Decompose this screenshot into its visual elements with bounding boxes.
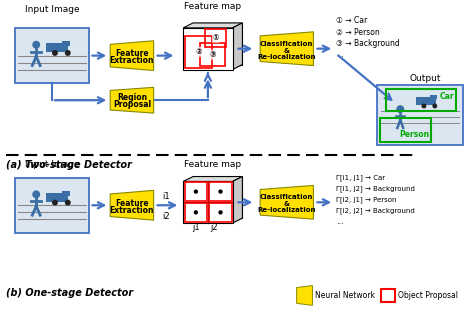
- Bar: [183, 182, 233, 223]
- Circle shape: [219, 189, 223, 194]
- Bar: [430, 95, 437, 99]
- Circle shape: [421, 104, 427, 109]
- Polygon shape: [297, 285, 312, 305]
- Circle shape: [219, 210, 223, 215]
- Text: ②: ②: [195, 47, 202, 56]
- Polygon shape: [233, 177, 242, 223]
- Bar: [376, 85, 464, 145]
- Text: Feature map: Feature map: [184, 2, 241, 11]
- Bar: [193, 23, 242, 65]
- Text: Neural Network: Neural Network: [315, 291, 375, 300]
- Text: Car: Car: [440, 92, 455, 101]
- Bar: [183, 28, 233, 70]
- Text: Classification: Classification: [260, 41, 313, 47]
- Text: i2: i2: [163, 212, 170, 221]
- Bar: [386, 89, 456, 111]
- Text: Γ[i1, j1] → Car: Γ[i1, j1] → Car: [336, 174, 385, 181]
- Bar: [381, 289, 395, 302]
- Polygon shape: [233, 23, 242, 70]
- Polygon shape: [260, 32, 313, 66]
- Polygon shape: [260, 185, 313, 219]
- Bar: [46, 43, 68, 52]
- Text: Γ[i2, j2] → Background: Γ[i2, j2] → Background: [336, 207, 415, 214]
- Circle shape: [52, 200, 58, 206]
- Text: Output: Output: [409, 74, 441, 83]
- Text: ③: ③: [210, 50, 216, 59]
- Text: j2: j2: [210, 222, 218, 232]
- Text: j1: j1: [192, 222, 200, 232]
- Bar: [46, 193, 68, 202]
- Text: ①: ①: [212, 33, 219, 42]
- Bar: [193, 177, 242, 218]
- Bar: [201, 43, 225, 66]
- Text: Re-localization: Re-localization: [257, 207, 316, 213]
- Bar: [210, 203, 232, 222]
- Text: ① → Car: ① → Car: [336, 17, 367, 26]
- Text: Feature: Feature: [115, 49, 149, 58]
- Circle shape: [65, 50, 71, 56]
- Text: Input Image: Input Image: [25, 5, 79, 13]
- Bar: [185, 36, 212, 67]
- Text: i1: i1: [163, 192, 170, 201]
- Polygon shape: [183, 177, 242, 182]
- Text: Person: Person: [400, 130, 430, 139]
- Text: ...: ...: [336, 50, 344, 59]
- Text: Input Image: Input Image: [25, 160, 79, 169]
- Bar: [380, 118, 431, 142]
- Bar: [416, 97, 436, 105]
- Bar: [205, 29, 226, 46]
- Text: Γ[i1, j2] → Background: Γ[i1, j2] → Background: [336, 185, 415, 192]
- Bar: [62, 191, 70, 196]
- Text: Proposal: Proposal: [113, 100, 151, 109]
- Bar: [62, 41, 70, 46]
- Bar: [15, 28, 90, 83]
- Text: Classification: Classification: [260, 194, 313, 200]
- Text: (a) Two-stage Detector: (a) Two-stage Detector: [6, 160, 131, 170]
- Polygon shape: [183, 23, 242, 28]
- Polygon shape: [110, 87, 154, 113]
- Bar: [185, 183, 207, 201]
- Circle shape: [194, 210, 198, 215]
- Circle shape: [65, 200, 71, 206]
- Circle shape: [194, 189, 198, 194]
- Text: Extraction: Extraction: [109, 206, 154, 215]
- Text: Region: Region: [117, 93, 147, 102]
- Circle shape: [432, 104, 437, 109]
- Circle shape: [396, 105, 404, 113]
- Text: Extraction: Extraction: [109, 56, 154, 65]
- Text: (b) One-stage Detector: (b) One-stage Detector: [6, 289, 133, 299]
- Polygon shape: [110, 190, 154, 220]
- Bar: [185, 203, 207, 222]
- Text: ③ → Background: ③ → Background: [336, 39, 400, 48]
- Bar: [210, 183, 232, 201]
- Polygon shape: [110, 41, 154, 71]
- Text: ...: ...: [336, 217, 344, 226]
- Text: Object Proposal: Object Proposal: [398, 291, 458, 300]
- Text: Feature map: Feature map: [184, 160, 241, 169]
- Text: &: &: [284, 201, 290, 207]
- Text: &: &: [284, 48, 290, 54]
- Text: Re-localization: Re-localization: [257, 54, 316, 60]
- Text: ② → Person: ② → Person: [336, 28, 380, 37]
- Text: Feature: Feature: [115, 199, 149, 208]
- Circle shape: [52, 50, 58, 56]
- Circle shape: [32, 41, 40, 49]
- Text: Γ[i2, j1] → Person: Γ[i2, j1] → Person: [336, 196, 397, 203]
- Bar: [15, 178, 90, 233]
- Circle shape: [32, 190, 40, 198]
